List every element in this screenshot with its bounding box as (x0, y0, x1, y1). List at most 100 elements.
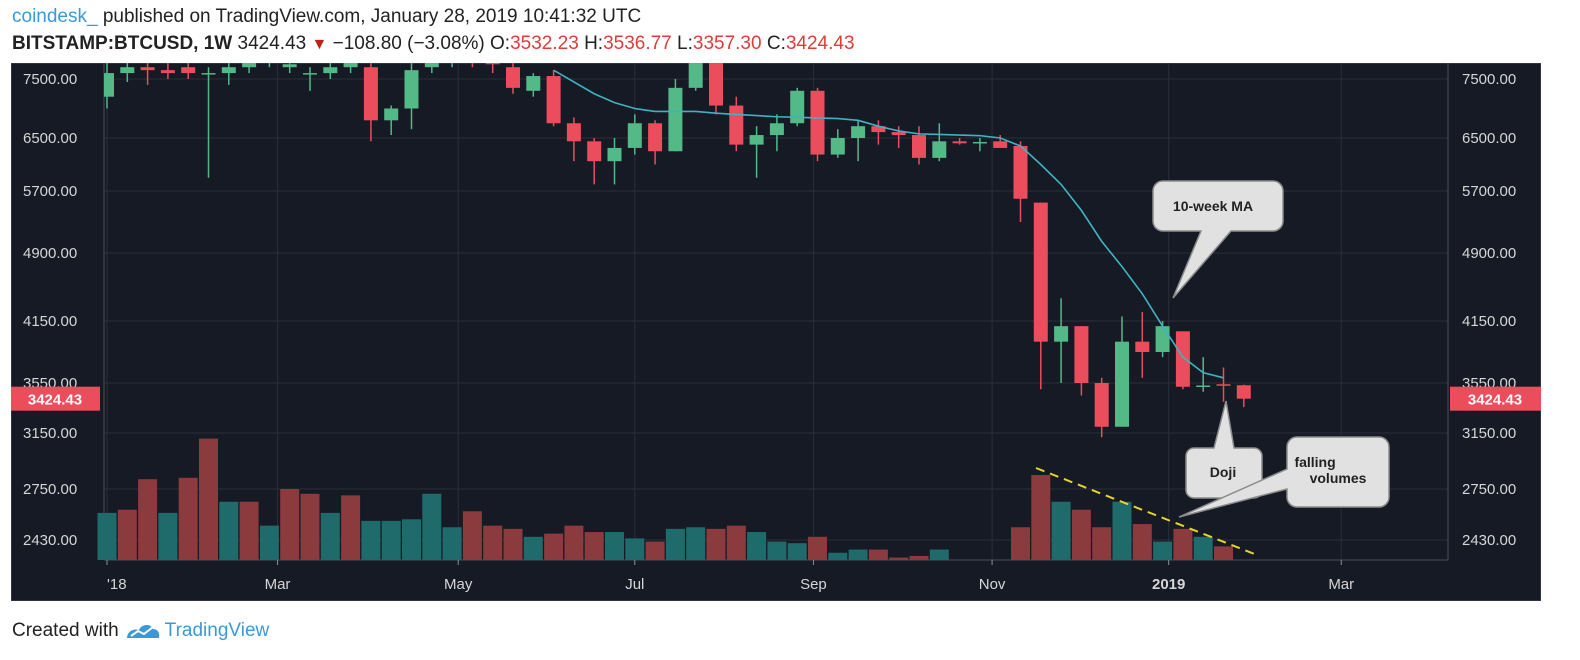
candle (384, 105, 399, 136)
candle (1216, 367, 1231, 402)
candle (303, 67, 317, 91)
callout-ma: 10-week MA (1152, 180, 1284, 299)
open-label: O: (490, 33, 511, 54)
x-tick-label: '18 (107, 576, 127, 593)
close-label: C: (766, 33, 786, 54)
candle-body (1216, 384, 1231, 386)
volume-bar (1031, 475, 1051, 560)
y-tick-label-right: 6500.00 (1462, 130, 1516, 147)
candle-body (688, 63, 703, 88)
candle-body (1054, 326, 1069, 342)
volume-bar (686, 527, 706, 560)
last-price-badge-left (11, 386, 100, 411)
candle (471, 63, 474, 68)
candle (181, 63, 196, 79)
candle (851, 120, 866, 162)
callout-volumes: falling volumes (1178, 436, 1390, 518)
open-value: 3532.23 (510, 33, 579, 54)
candle-body (181, 67, 196, 74)
candle (485, 63, 500, 74)
ma-line (553, 69, 1224, 379)
x-tick-label: Mar (1328, 576, 1354, 593)
volume-bar (462, 511, 482, 560)
candle-body (546, 76, 561, 124)
candle-body (607, 147, 622, 162)
candle-body (566, 123, 581, 142)
candle-body (303, 73, 317, 75)
candle (566, 117, 581, 162)
candle (1074, 326, 1089, 396)
candle-body (587, 141, 602, 162)
candle (506, 63, 520, 94)
symbol-label: BITSTAMP:BTCUSD, 1W (12, 33, 233, 54)
y-tick-label-right: 2750.00 (1462, 481, 1516, 498)
price-chart[interactable]: 7500.00 7500.00 6500.00 6500.00 5700.00 5700.… (10, 62, 1542, 602)
candle (932, 123, 947, 162)
last-price: 3424.43 (237, 33, 307, 54)
volume-bar (1193, 536, 1213, 560)
candle-body (1135, 341, 1150, 352)
candle-body (485, 63, 500, 65)
publisher-name[interactable]: coindesk_ (12, 6, 98, 27)
x-tick-label: Jul (625, 576, 644, 593)
candle-body (1196, 385, 1211, 387)
volume-bar (665, 528, 685, 560)
volume-bar (1092, 527, 1112, 560)
candle-body (1074, 326, 1089, 383)
candle (526, 73, 541, 97)
tradingview-logo-icon[interactable] (125, 620, 161, 642)
y-tick-label-right: 7500.00 (1462, 71, 1516, 88)
candle (242, 63, 257, 74)
y-tick-label-right: 4900.00 (1462, 245, 1516, 262)
candle-body (952, 141, 967, 144)
volume-bar (117, 509, 137, 560)
candle (688, 63, 703, 91)
candle (120, 63, 135, 82)
candle (404, 63, 419, 130)
candle-body (201, 73, 216, 75)
ohlc-line: BITSTAMP:BTCUSD, 1W 3424.43 ▼ −108.80 (−… (12, 33, 855, 55)
y-tick-label-left: 6500.00 (23, 130, 77, 147)
candle (221, 63, 236, 85)
volume-bar (1011, 527, 1030, 560)
volume-bar (787, 543, 807, 560)
volume-bar (909, 555, 929, 560)
volume-bar (564, 525, 584, 560)
volume-bar (381, 520, 401, 560)
candle (668, 79, 683, 152)
candle (790, 87, 805, 127)
volume-bar (1173, 528, 1193, 560)
candle-body (912, 135, 926, 158)
volume-bar (1132, 524, 1152, 560)
volume-bar (625, 538, 645, 560)
volume-bar (422, 493, 442, 560)
candle (1033, 202, 1048, 390)
price-change: −108.80 (−3.08%) (332, 33, 485, 54)
volume-bar (848, 549, 868, 560)
candle (891, 126, 906, 148)
candle (1054, 298, 1069, 383)
candle-body (282, 64, 297, 68)
high-value: 3536.77 (603, 33, 672, 54)
x-tick-label: May (444, 576, 473, 593)
volume-bar (97, 512, 117, 560)
candle-body (160, 70, 175, 74)
y-tick-label-left: 2750.00 (23, 481, 77, 498)
candle-body (221, 67, 236, 74)
candle-body (993, 141, 1008, 148)
candle (1094, 377, 1109, 438)
candle (587, 138, 602, 185)
y-tick-label-left: 2430.00 (23, 532, 77, 549)
candle-body (851, 126, 866, 138)
candle-body (363, 67, 378, 121)
y-tick-label-left: 4150.00 (23, 313, 77, 330)
candle (830, 129, 845, 158)
candle-body (648, 123, 663, 152)
candle (104, 63, 114, 109)
volume-bar (259, 525, 279, 560)
chart-container[interactable]: 7500.00 7500.00 6500.00 6500.00 5700.00 5700.… (10, 62, 1542, 606)
candle (749, 126, 764, 178)
volume-bar (726, 525, 746, 560)
volume-bar (239, 501, 259, 560)
tradingview-link[interactable]: TradingView (164, 620, 270, 641)
